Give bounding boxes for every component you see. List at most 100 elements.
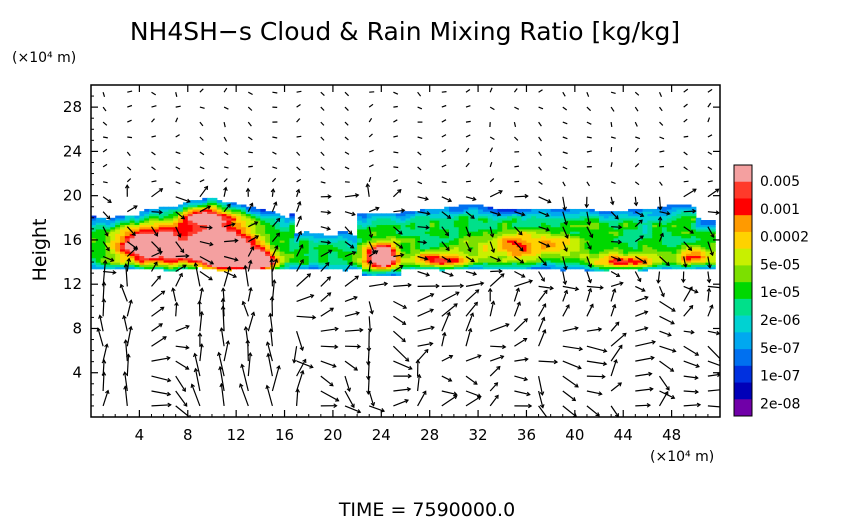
field-cell: [545, 220, 552, 223]
field-cell: [676, 208, 682, 212]
wind-arrow-head: [487, 287, 493, 293]
field-cell: [371, 217, 378, 221]
wind-arrow-head: [185, 324, 190, 330]
wind-arrow: [344, 151, 350, 155]
field-cell: [628, 257, 634, 261]
field-cell: [574, 228, 581, 232]
field-cell: [294, 266, 300, 270]
wind-arrow: [271, 259, 278, 272]
field-cell: [410, 242, 416, 245]
wind-arrow: [199, 121, 204, 127]
wind-arrow-head: [542, 329, 547, 334]
field-cell: [134, 215, 140, 219]
field-cell: [110, 262, 116, 265]
field-cell: [381, 224, 387, 228]
field-cell: [555, 264, 561, 268]
field-cell: [236, 222, 242, 226]
field-cell: [492, 233, 499, 237]
field-cell: [560, 244, 566, 248]
wind-arrow: [223, 151, 229, 156]
field-cell: [526, 211, 532, 214]
field-cell: [666, 217, 673, 221]
field-cell: [463, 266, 469, 270]
wind-arrow-head: [545, 212, 550, 218]
field-cell: [415, 224, 421, 228]
field-cell: [449, 248, 455, 252]
field-cell: [647, 239, 653, 243]
colorbar-swatch: [734, 315, 752, 333]
field-cell: [666, 226, 673, 230]
field-cell: [661, 208, 668, 212]
field-cell: [603, 251, 610, 254]
field-cell: [439, 217, 445, 221]
wind-arrow-head: [574, 326, 579, 331]
field-cell: [390, 217, 397, 221]
field-cell: [308, 233, 315, 237]
field-cell: [618, 222, 624, 226]
field-cell: [216, 231, 223, 234]
field-cell: [420, 244, 426, 248]
field-cell: [594, 262, 600, 265]
wind-arrow: [320, 166, 325, 171]
field-cell: [574, 215, 581, 219]
field-cell: [168, 231, 174, 234]
field-cell: [337, 231, 344, 234]
field-cell: [424, 215, 431, 219]
field-cell: [502, 226, 508, 230]
wind-arrow-head: [104, 232, 109, 237]
field-cell: [395, 213, 402, 217]
field-cell: [492, 239, 499, 243]
wind-arrow: [175, 166, 181, 170]
field-cell: [473, 255, 479, 259]
field-cell: [250, 239, 257, 243]
wind-arrow: [538, 196, 551, 203]
wind-arrow: [392, 345, 410, 362]
field-cell: [149, 231, 155, 234]
field-cell: [681, 222, 687, 226]
field-cell: [536, 262, 542, 265]
wind-arrow: [513, 226, 523, 236]
field-cell: [395, 224, 402, 228]
field-cell: [521, 228, 528, 232]
field-cell: [313, 253, 320, 257]
wind-arrow: [707, 211, 719, 214]
field-cell: [463, 251, 469, 254]
field-cell: [424, 228, 431, 232]
wind-arrow: [683, 375, 698, 379]
field-cell: [124, 220, 131, 223]
field-cell: [134, 244, 140, 248]
field-cell: [381, 255, 387, 259]
field-cell: [492, 220, 499, 223]
field-cell: [661, 206, 668, 210]
field-cell: [637, 251, 644, 254]
wind-arrow-head: [247, 351, 253, 357]
field-cell: [487, 244, 494, 248]
field-cell: [390, 262, 397, 265]
field-cell: [197, 215, 203, 219]
field-cell: [623, 224, 629, 228]
field-cell: [240, 224, 247, 228]
field-cell: [410, 231, 416, 234]
field-cell: [100, 242, 107, 245]
field-cell: [700, 255, 707, 259]
field-cell: [192, 204, 199, 208]
field-cell: [710, 228, 716, 232]
field-cell: [274, 251, 281, 254]
field-cell: [405, 222, 411, 226]
field-cell: [115, 224, 121, 228]
field-cell: [376, 246, 382, 250]
field-cell: [342, 231, 349, 234]
field-cell: [405, 220, 411, 223]
wind-arrow-head: [657, 216, 663, 221]
field-cell: [129, 226, 136, 230]
field-cell: [705, 235, 711, 239]
field-cell: [647, 231, 653, 234]
field-cell: [255, 233, 261, 237]
wind-arrow-head: [185, 345, 190, 350]
field-cell: [187, 202, 194, 206]
field-cell: [91, 217, 97, 221]
field-cell: [299, 251, 305, 254]
field-cell: [642, 248, 649, 252]
field-cell: [371, 239, 378, 243]
field-cell: [395, 264, 402, 268]
